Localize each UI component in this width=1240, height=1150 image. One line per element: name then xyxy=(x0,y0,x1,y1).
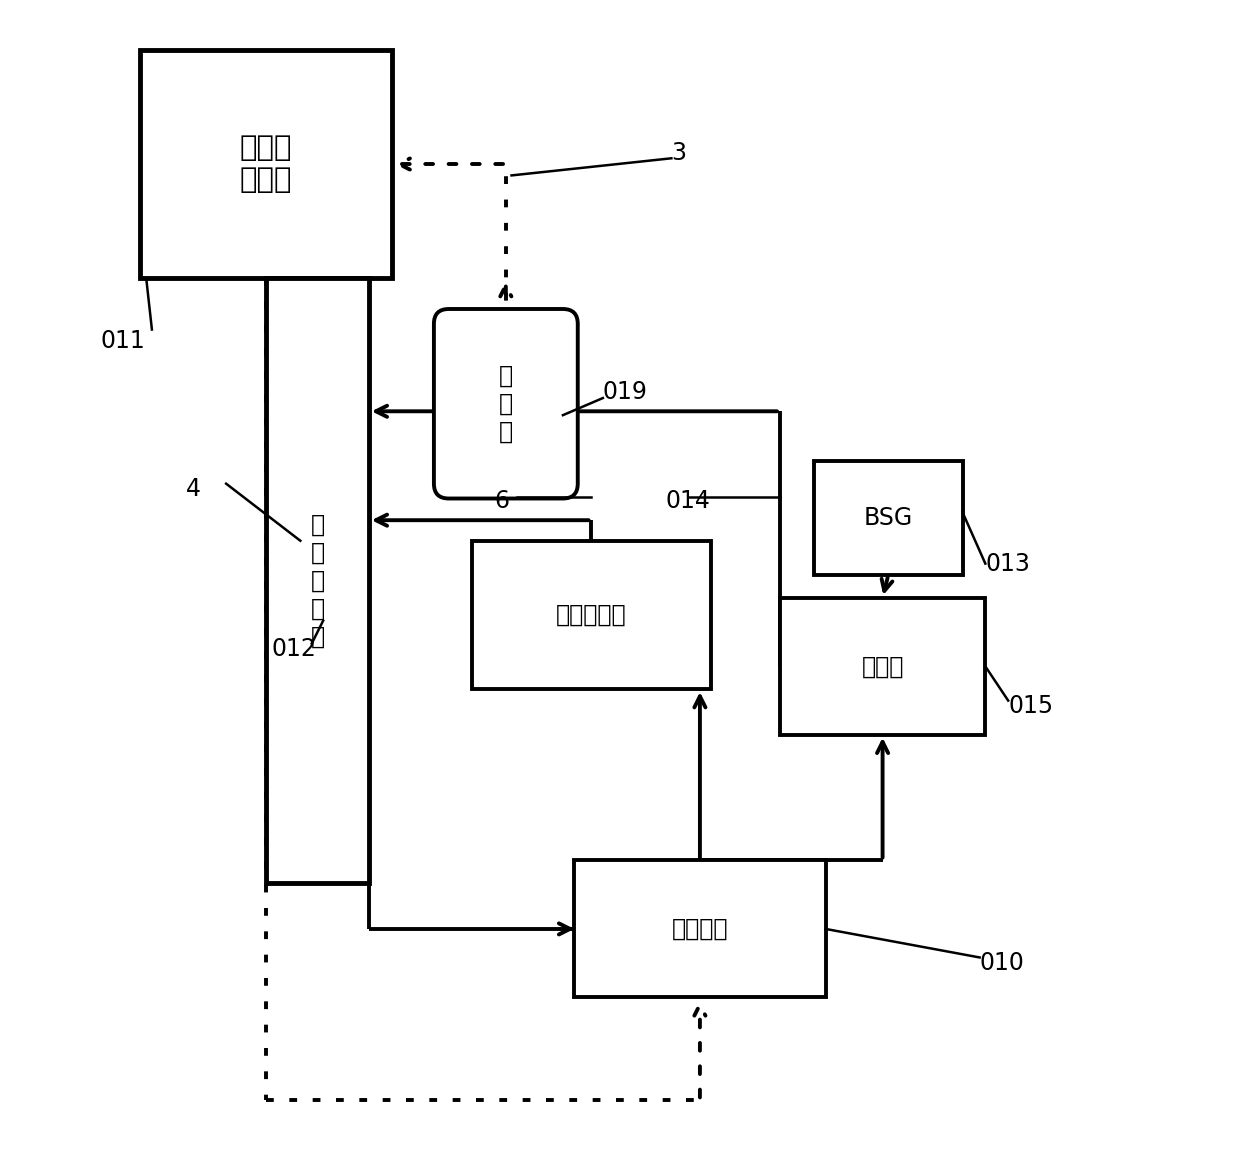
Text: 011: 011 xyxy=(100,329,145,353)
Bar xyxy=(574,860,826,997)
Text: 4: 4 xyxy=(186,477,201,501)
Text: 中冷器: 中冷器 xyxy=(862,654,904,678)
Bar xyxy=(267,278,368,883)
Text: 014: 014 xyxy=(666,489,711,513)
Bar xyxy=(471,540,712,689)
Text: 节
流
阀: 节 流 阀 xyxy=(498,363,513,444)
Bar xyxy=(780,598,986,735)
Text: BSG: BSG xyxy=(864,506,913,530)
Text: 010: 010 xyxy=(980,951,1024,975)
Bar xyxy=(140,49,392,278)
Text: 012: 012 xyxy=(272,637,316,661)
Text: 019: 019 xyxy=(603,381,647,405)
Bar xyxy=(815,461,962,575)
Text: 第二膨
胀水箱: 第二膨 胀水箱 xyxy=(239,133,293,194)
Text: 013: 013 xyxy=(986,552,1030,576)
Text: 涡轮增压器: 涡轮增压器 xyxy=(557,603,626,627)
Text: 3: 3 xyxy=(671,140,687,164)
Text: 电子水泵: 电子水泵 xyxy=(672,917,728,941)
Text: 低
温
散
热
器: 低 温 散 热 器 xyxy=(310,513,325,649)
Text: 6: 6 xyxy=(495,489,510,513)
Text: 015: 015 xyxy=(1008,695,1053,719)
FancyBboxPatch shape xyxy=(434,309,578,498)
